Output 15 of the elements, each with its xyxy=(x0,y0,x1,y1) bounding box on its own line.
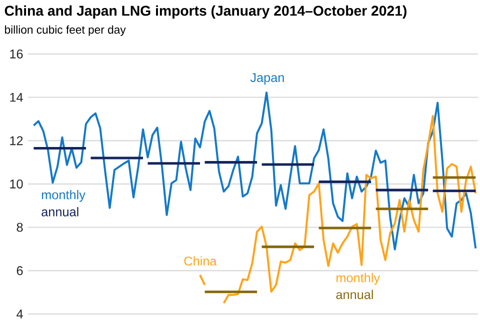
annotation: monthly xyxy=(336,272,380,285)
series-label: China xyxy=(184,256,217,266)
y-tick-label: 6 xyxy=(16,266,23,276)
y-tick-label: 16 xyxy=(10,50,23,58)
annotation: annual xyxy=(42,207,78,216)
y-tick-label: 12 xyxy=(10,136,23,146)
y-tick-label: 8 xyxy=(16,222,23,232)
y-tick-label: 10 xyxy=(10,180,23,188)
y-axis-title: billion cubic feet per day xyxy=(5,25,126,36)
annotation: annual xyxy=(336,290,373,300)
chart-title: China and Japan LNG imports (January 2014–October 2021) xyxy=(4,5,406,19)
y-tick-label: 14 xyxy=(10,92,23,102)
series-label: Japan xyxy=(250,73,284,85)
y-tick-label: 4 xyxy=(16,310,23,318)
annotation: monthly xyxy=(42,190,86,202)
